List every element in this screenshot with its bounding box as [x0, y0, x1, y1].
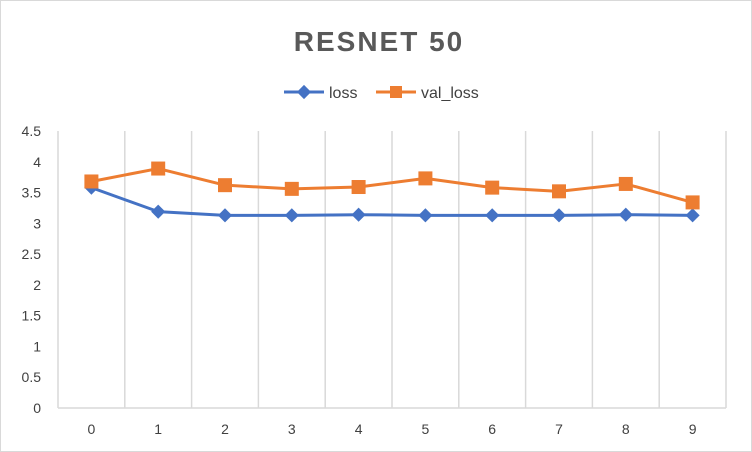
data-point-loss: [618, 207, 633, 222]
data-point-val-loss: [351, 180, 366, 195]
data-point-val-loss: [218, 178, 232, 193]
data-point-val-loss: [284, 181, 299, 196]
data-point-loss: [551, 208, 567, 223]
legend-label-val-loss: val_loss: [421, 85, 479, 102]
legend-item-val-loss: val_loss: [376, 85, 479, 102]
legend: loss val_loss: [284, 84, 479, 102]
plot-series: [84, 161, 700, 223]
x-tick-label: 8: [622, 421, 630, 437]
x-tick-label: 3: [288, 421, 296, 437]
series-line-val-loss: [91, 167, 693, 204]
y-tick-label: 2: [33, 277, 41, 293]
series-loss: [84, 180, 700, 223]
data-point-loss: [485, 208, 500, 223]
y-tick-label: 0.5: [22, 369, 42, 385]
x-tick-label: 9: [689, 421, 697, 437]
grid: [57, 131, 727, 408]
data-point-loss: [151, 204, 166, 219]
y-tick-label: 1.5: [22, 308, 42, 324]
y-axis-ticks: 0 0.5 1 1.5 2 2.5 3 3.5 4 4.5: [22, 123, 42, 416]
x-tick-label: 1: [154, 421, 162, 437]
legend-item-loss: loss: [284, 84, 357, 102]
legend-label-loss: loss: [329, 85, 357, 102]
series-val-loss: [84, 161, 700, 210]
x-tick-label: 5: [422, 421, 430, 437]
y-tick-label: 3.5: [22, 185, 42, 201]
chart-title: RESNET 50: [294, 26, 465, 57]
legend-marker-val-loss: [390, 86, 402, 98]
legend-marker-loss: [296, 84, 312, 100]
data-point-loss: [217, 208, 233, 223]
x-tick-label: 4: [355, 421, 363, 437]
data-point-loss: [418, 208, 433, 223]
data-point-loss: [351, 207, 366, 222]
y-tick-label: 4.5: [22, 123, 42, 139]
data-point-val-loss: [418, 171, 433, 186]
data-point-val-loss: [151, 161, 166, 176]
x-axis-ticks: 0 1 2 3 4 5 6 7 8 9: [88, 421, 697, 437]
x-tick-label: 0: [88, 421, 96, 437]
x-tick-label: 2: [221, 421, 229, 437]
y-tick-label: 3: [33, 215, 41, 231]
data-point-val-loss: [485, 180, 500, 195]
data-point-loss: [284, 208, 299, 223]
y-tick-label: 2.5: [22, 246, 42, 262]
data-point-val-loss: [84, 174, 99, 189]
series-line-loss: [90, 186, 693, 217]
x-tick-label: 6: [488, 421, 496, 437]
y-tick-label: 4: [33, 154, 41, 170]
data-point-loss: [685, 208, 700, 223]
y-tick-label: 0: [33, 400, 41, 416]
data-point-val-loss: [618, 176, 633, 191]
data-point-val-loss: [552, 184, 566, 199]
y-tick-label: 1: [33, 338, 41, 354]
x-tick-label: 7: [555, 421, 563, 437]
data-point-val-loss: [685, 195, 700, 210]
